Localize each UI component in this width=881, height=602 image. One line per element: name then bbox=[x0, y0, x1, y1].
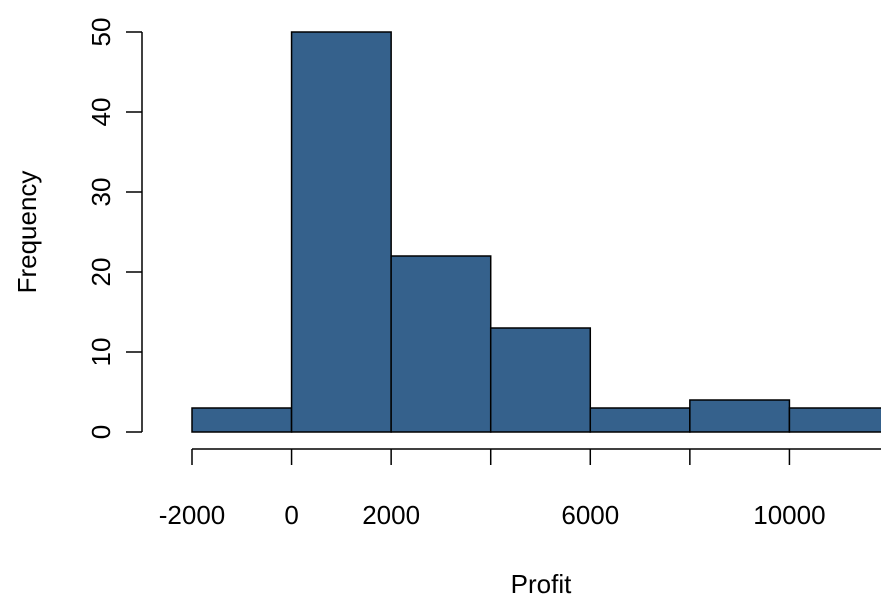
y-tick-label-5: 50 bbox=[86, 18, 116, 47]
histogram-bar-2 bbox=[390, 255, 492, 433]
x-axis-title: Profit bbox=[511, 569, 572, 599]
histogram-bar-3 bbox=[489, 327, 592, 433]
histogram-bar-0 bbox=[191, 407, 293, 433]
y-tick-label-3: 30 bbox=[86, 178, 116, 207]
y-axis-title: Frequency bbox=[12, 171, 42, 294]
y-tick-label-0: 0 bbox=[86, 425, 116, 439]
x-tick-label-0: -2000 bbox=[159, 500, 226, 530]
histogram-bar-4 bbox=[589, 407, 691, 433]
y-tick-label-4: 40 bbox=[86, 98, 116, 127]
histogram-bar-5 bbox=[689, 399, 791, 433]
x-tick-label-6: 10000 bbox=[753, 500, 825, 530]
x-axis: -2000 0 2000 6000 10000 bbox=[159, 448, 881, 530]
histogram-bar-6 bbox=[788, 407, 881, 433]
x-tick-label-4: 6000 bbox=[561, 500, 619, 530]
bars-group bbox=[191, 31, 881, 433]
y-tick-label-2: 20 bbox=[86, 258, 116, 287]
y-axis: 0 10 20 30 40 50 bbox=[86, 18, 143, 439]
x-tick-label-1: 0 bbox=[284, 500, 298, 530]
x-tick-label-2: 2000 bbox=[362, 500, 420, 530]
histogram-bar-1 bbox=[290, 31, 392, 433]
y-tick-label-1: 10 bbox=[86, 338, 116, 367]
